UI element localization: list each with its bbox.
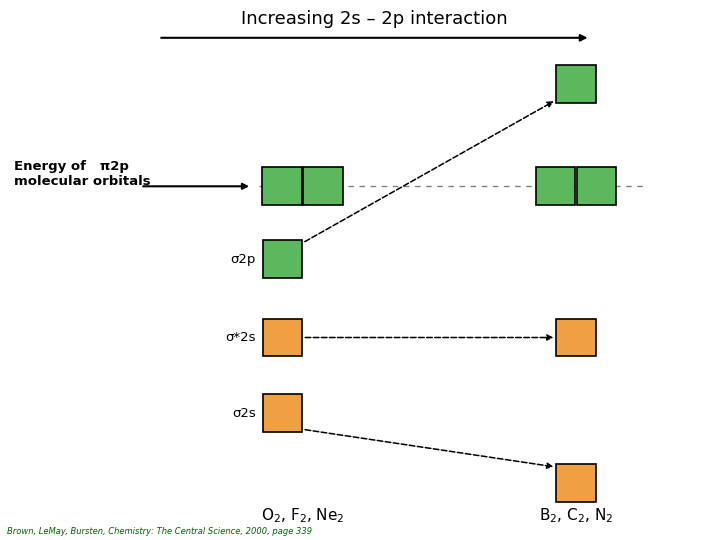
Bar xyxy=(263,394,302,432)
Text: Energy of   π2p
molecular orbitals: Energy of π2p molecular orbitals xyxy=(14,160,151,188)
Text: σ2s: σ2s xyxy=(232,407,256,420)
Bar xyxy=(263,240,302,278)
Bar xyxy=(536,167,575,205)
Bar xyxy=(557,65,596,103)
Text: Brown, LeMay, Bursten, Chemistry: The Central Science, 2000, page 339: Brown, LeMay, Bursten, Chemistry: The Ce… xyxy=(7,526,312,536)
Bar xyxy=(557,319,596,356)
Text: σ*2s: σ*2s xyxy=(225,331,256,344)
Bar xyxy=(303,167,343,205)
Bar xyxy=(577,167,616,205)
Bar xyxy=(262,167,302,205)
Bar xyxy=(557,464,596,502)
Text: Increasing 2s – 2p interaction: Increasing 2s – 2p interaction xyxy=(241,10,508,28)
Text: B$_2$, C$_2$, N$_2$: B$_2$, C$_2$, N$_2$ xyxy=(539,507,613,525)
Text: O$_2$, F$_2$, Ne$_2$: O$_2$, F$_2$, Ne$_2$ xyxy=(261,507,344,525)
Bar xyxy=(263,319,302,356)
Text: σ2p: σ2p xyxy=(230,253,256,266)
